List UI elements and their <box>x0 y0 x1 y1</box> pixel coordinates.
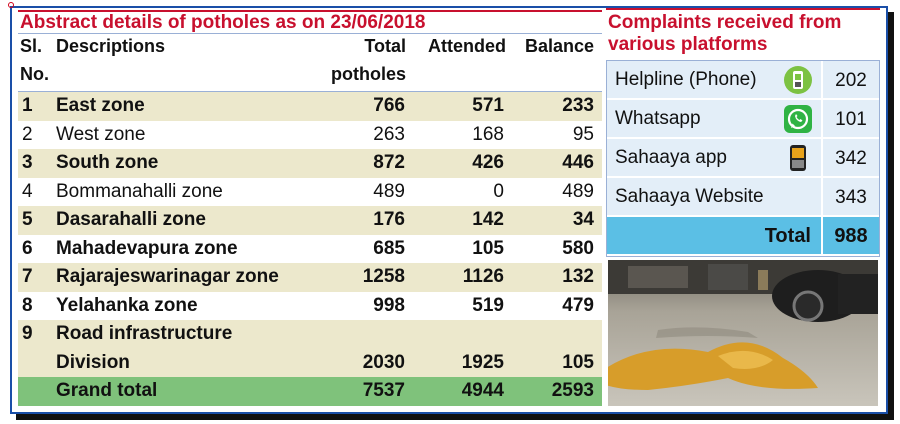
pothole-table: Abstract details of potholes as on 23/06… <box>18 10 602 406</box>
row-attended: 142 <box>472 209 504 230</box>
complaint-row-whatsapp: Whatsapp 101 <box>607 100 879 139</box>
header-descriptions: Descriptions <box>56 36 166 56</box>
table-row: 2 West zone 263 168 95 <box>18 121 602 150</box>
row-total: 998 <box>373 294 405 316</box>
frame-shadow-right <box>888 12 894 418</box>
row-total: 489 <box>373 180 405 202</box>
row-sl: 5 <box>22 209 33 230</box>
row-desc: Rajarajeswarinagar zone <box>56 266 279 287</box>
table-row: 3 South zone 872 426 446 <box>18 149 602 178</box>
phone-icon <box>784 66 812 94</box>
row-desc: Division <box>56 351 130 373</box>
header-potholes: potholes <box>331 64 406 84</box>
complaint-label: Helpline (Phone) <box>615 69 757 90</box>
row-sl: 1 <box>22 95 33 116</box>
row-sl: 4 <box>22 180 33 202</box>
row-attended: 0 <box>493 180 504 202</box>
row-attended: 519 <box>472 294 504 316</box>
complaint-label: Whatsapp <box>615 108 701 129</box>
row-desc: Yelahanka zone <box>56 294 198 316</box>
header-no: No. <box>20 64 49 84</box>
grand-total-row: Grand total 7537 4944 2593 <box>18 377 602 406</box>
complaint-value: 342 <box>821 139 879 178</box>
complaint-value: 343 <box>821 178 879 217</box>
table-row: 1 East zone 766 571 233 <box>18 92 602 121</box>
row-sl: 9 <box>22 323 33 344</box>
row-balance: 489 <box>562 180 594 202</box>
row-balance: 34 <box>572 209 594 230</box>
row-balance: 580 <box>562 237 594 259</box>
row-total: 766 <box>373 95 405 116</box>
table-header: Sl. No. Descriptions Total potholes Atte… <box>18 34 602 92</box>
grand-total-label: Grand total <box>56 380 158 401</box>
complaints-title: Complaints received from various platfor… <box>606 8 880 60</box>
complaint-label: Sahaaya Website <box>615 186 764 207</box>
row-sl: 7 <box>22 266 33 287</box>
row-attended: 426 <box>472 152 504 173</box>
complaint-total-row: Total 988 <box>607 217 879 256</box>
row-desc: Road infrastructure <box>56 323 233 344</box>
row-sl: 2 <box>22 123 33 145</box>
row-balance: 446 <box>562 152 594 173</box>
row-attended: 1126 <box>462 266 504 287</box>
table-row: 5 Dasarahalli zone 176 142 34 <box>18 206 602 235</box>
grand-total-total: 7537 <box>362 380 405 401</box>
row-attended: 168 <box>472 123 504 145</box>
complaints-title-line1: Complaints received from <box>608 12 842 33</box>
row-total: 2030 <box>362 351 405 373</box>
complaint-value: 202 <box>821 61 879 100</box>
table-row: 8 Yelahanka zone 998 519 479 <box>18 292 602 321</box>
table-row: 9 Road infrastructure <box>18 320 602 349</box>
row-balance: 95 <box>572 123 594 145</box>
header-total: Total <box>364 36 406 56</box>
complaint-row-sahaaya-app: Sahaaya app 342 <box>607 139 879 178</box>
row-balance: 479 <box>562 294 594 316</box>
row-total: 263 <box>373 123 405 145</box>
whatsapp-icon <box>784 105 812 133</box>
frame-shadow-bottom <box>16 414 894 420</box>
complaints-panel: Complaints received from various platfor… <box>606 8 880 257</box>
header-sl: Sl. <box>20 36 43 56</box>
pothole-table-title: Abstract details of potholes as on 23/06… <box>18 10 602 34</box>
table-row: 7 Rajarajeswarinagar zone 1258 1126 132 <box>18 263 602 292</box>
grand-total-balance: 2593 <box>551 380 594 401</box>
row-desc: Bommanahalli zone <box>56 180 223 202</box>
row-total: 176 <box>373 209 405 230</box>
row-sl: 8 <box>22 294 33 316</box>
header-attended: Attended <box>428 36 506 56</box>
row-desc: Dasarahalli zone <box>56 209 206 230</box>
smartphone-icon <box>790 145 806 171</box>
complaints-title-line2: various platforms <box>608 34 768 55</box>
header-balance: Balance <box>524 36 594 56</box>
complaint-value: 101 <box>821 100 879 139</box>
row-desc: South zone <box>56 152 159 173</box>
row-desc: Mahadevapura zone <box>56 237 238 259</box>
table-row: Division 2030 1925 105 <box>18 348 602 377</box>
row-total: 872 <box>373 152 405 173</box>
corner-dot <box>8 2 14 8</box>
row-balance: 233 <box>562 95 594 116</box>
row-balance: 132 <box>562 266 594 287</box>
pothole-photo <box>608 260 878 406</box>
complaint-row-sahaaya-website: Sahaaya Website 343 <box>607 178 879 217</box>
complaint-total-label: Total <box>764 225 811 247</box>
complaint-total-value: 988 <box>821 217 879 256</box>
grand-total-attended: 4944 <box>461 380 504 401</box>
complaint-row-helpline: Helpline (Phone) 202 <box>607 61 879 100</box>
row-attended: 105 <box>472 237 504 259</box>
row-desc: East zone <box>56 95 145 116</box>
row-total: 685 <box>373 237 405 259</box>
row-attended: 1925 <box>461 351 504 373</box>
row-sl: 3 <box>22 152 33 173</box>
row-attended: 571 <box>472 95 504 116</box>
row-balance: 105 <box>562 351 594 373</box>
table-row: 6 Mahadevapura zone 685 105 580 <box>18 235 602 264</box>
row-desc: West zone <box>56 123 146 145</box>
complaints-table: Helpline (Phone) 202 Whatsapp 101 Sahaay… <box>606 60 880 257</box>
table-row: 4 Bommanahalli zone 489 0 489 <box>18 178 602 207</box>
complaint-label: Sahaaya app <box>615 147 727 168</box>
row-sl: 6 <box>22 237 33 259</box>
row-total: 1258 <box>362 266 405 287</box>
